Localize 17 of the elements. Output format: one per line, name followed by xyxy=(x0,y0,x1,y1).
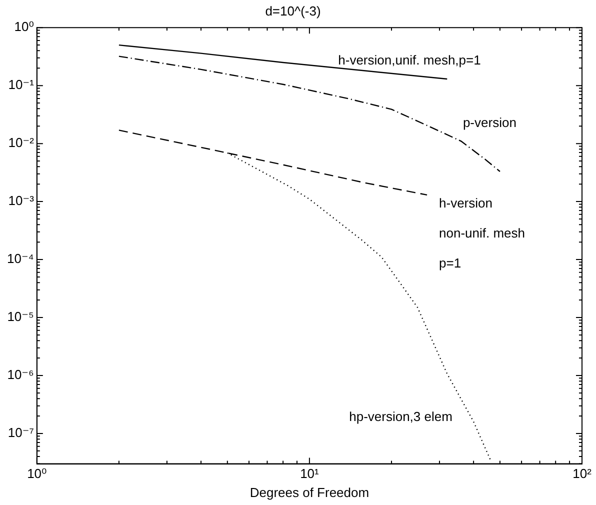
y-tick-label: 10⁻¹ xyxy=(8,77,35,92)
chart-title: d=10^(-3) xyxy=(265,3,321,18)
y-tick-label: 10⁻⁴ xyxy=(6,251,34,266)
y-tick-label: 10⁻² xyxy=(8,135,35,150)
y-tick-label: 10⁻⁵ xyxy=(7,309,34,324)
series-label: h-version non-unif. mesh p=1 xyxy=(439,196,526,271)
y-tick-label: 10⁻⁶ xyxy=(7,367,34,382)
series-label: hp-version,3 elem xyxy=(349,408,452,424)
series-label: p-version xyxy=(462,115,516,130)
y-tick-label: 10⁻⁷ xyxy=(8,425,34,440)
x-tick-label: 10¹ xyxy=(300,466,320,482)
y-tick-label: 10⁰ xyxy=(14,19,34,34)
x-tick-label: 10⁰ xyxy=(27,466,47,482)
y-tick-label: 10⁻³ xyxy=(8,193,35,208)
x-axis-title: Degrees of Freedom xyxy=(250,484,370,500)
x-tick-label: 10² xyxy=(572,466,592,482)
series-label: h-version,unif. mesh,p=1 xyxy=(338,52,481,68)
